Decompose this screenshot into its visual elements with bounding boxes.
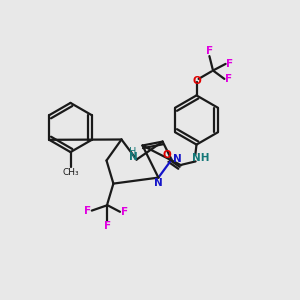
Text: F: F	[206, 46, 213, 56]
Text: F: F	[84, 206, 91, 216]
Text: F: F	[226, 59, 233, 69]
Text: O: O	[162, 150, 171, 161]
Text: N: N	[154, 178, 163, 188]
Text: F: F	[225, 74, 232, 84]
Text: F: F	[104, 220, 111, 231]
Text: NH: NH	[192, 153, 209, 164]
Text: H: H	[129, 146, 137, 157]
Text: N: N	[172, 154, 182, 164]
Text: CH₃: CH₃	[62, 168, 79, 177]
Text: F: F	[121, 207, 128, 217]
Text: N: N	[128, 152, 137, 162]
Text: O: O	[192, 76, 201, 86]
